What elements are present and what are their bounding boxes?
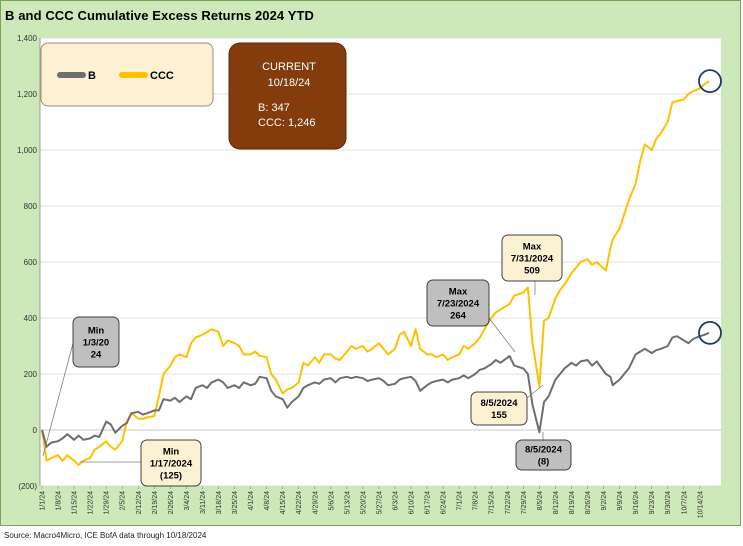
callout-text-ccc-aug: 155 xyxy=(491,410,508,421)
current-box-line-4: CCC: 1,246 xyxy=(258,117,315,129)
x-tick-label: 7/22/24 xyxy=(505,491,512,514)
end-point-circle-ccc xyxy=(698,69,722,94)
x-tick-label: 1/29/24 xyxy=(104,491,111,514)
x-tick-label: 1/1/24 xyxy=(40,491,47,511)
x-tick-label: 3/4/24 xyxy=(184,491,191,511)
callout-text-b-min: 24 xyxy=(91,350,102,361)
callout-box-ccc-min xyxy=(140,439,202,487)
callout-text-b-max: 7/23/2024 xyxy=(437,299,480,310)
legend-label-b: B xyxy=(88,70,96,82)
series-line-ccc xyxy=(41,80,710,466)
x-tick-label: 9/23/24 xyxy=(649,491,656,514)
chart-svg: (200) 0 200 400 600 800 1,000 1,200 1,400 1/1/24 1… xyxy=(17,34,722,518)
x-tick-label: 10/7/24 xyxy=(681,491,688,514)
x-tick-label: 7/15/24 xyxy=(489,491,496,514)
y-tick-label: 800 xyxy=(24,202,38,211)
x-tick-label: 8/12/24 xyxy=(553,491,560,514)
callout-pointer-b-max xyxy=(488,317,516,353)
x-tick-label: 9/9/24 xyxy=(617,491,624,511)
x-tick-label: 4/22/24 xyxy=(296,491,303,514)
x-tick-label: 5/13/24 xyxy=(344,491,351,514)
y-tick-label: 600 xyxy=(24,258,38,267)
x-tick-label: 9/30/24 xyxy=(665,491,672,514)
x-tick-label: 2/5/24 xyxy=(120,491,127,511)
current-box-line-1: CURRENT xyxy=(262,61,316,73)
x-tick-label: 1/15/24 xyxy=(72,491,79,514)
series-line-b xyxy=(41,331,710,448)
callout-text-ccc-min: 1/17/2024 xyxy=(150,459,193,470)
x-tick-label: 9/16/24 xyxy=(633,491,640,514)
callout-text-ccc-max: 7/31/2024 xyxy=(511,254,554,265)
x-tick-label: 5/6/24 xyxy=(328,491,335,511)
callout-text-b-max: Max xyxy=(449,287,468,298)
x-tick-label: 5/27/24 xyxy=(376,491,383,514)
x-tick-label: 2/12/24 xyxy=(136,491,143,514)
end-point-circle-b xyxy=(698,320,722,345)
callout-box-b-max xyxy=(426,279,490,327)
x-tick-label: 4/29/24 xyxy=(312,491,319,514)
y-tick-label: 400 xyxy=(24,314,38,323)
callout-box-b-min xyxy=(72,316,120,368)
callout-text-b-aug: (8) xyxy=(538,457,550,468)
y-tick-label: 1,000 xyxy=(17,146,38,155)
x-tick-label: 7/1/24 xyxy=(457,491,464,511)
callout-text-ccc-min: (125) xyxy=(160,471,182,482)
x-tick-label: 3/18/24 xyxy=(216,491,223,514)
x-tick-label: 7/8/24 xyxy=(473,491,480,511)
x-tick-label: 1/8/24 xyxy=(56,491,63,511)
x-tick-label: 6/17/24 xyxy=(425,491,432,514)
current-box-line-2: 10/18/24 xyxy=(268,77,311,89)
x-tick-label: 9/2/24 xyxy=(601,491,608,511)
x-tick-label: 4/15/24 xyxy=(280,491,287,514)
legend-label-ccc: CCC xyxy=(150,70,174,82)
y-tick-label: 0 xyxy=(33,426,38,435)
x-tick-label: 4/8/24 xyxy=(264,491,271,511)
x-tick-label: 8/26/24 xyxy=(585,491,592,514)
callout-pointer-ccc-aug xyxy=(526,384,544,399)
y-tick-label: (200) xyxy=(18,482,37,491)
callout-box-ccc-aug xyxy=(470,391,528,426)
x-tick-label: 6/3/24 xyxy=(392,491,399,511)
x-tick-label: 3/11/24 xyxy=(200,491,207,514)
x-tick-label: 7/29/24 xyxy=(521,491,528,514)
x-tick-label: 8/19/24 xyxy=(569,491,576,514)
x-tick-label: 10/14/24 xyxy=(697,491,704,518)
callout-text-b-aug: 8/5/2024 xyxy=(525,445,563,456)
current-box xyxy=(228,42,347,150)
callout-text-b-min: Min xyxy=(88,326,105,337)
y-tick-label: 200 xyxy=(24,370,38,379)
callout-text-ccc-max: Max xyxy=(523,242,542,253)
x-tick-label: 2/19/24 xyxy=(152,491,159,514)
callout-text-ccc-aug: 8/5/2024 xyxy=(481,398,519,409)
x-tick-label: 3/25/24 xyxy=(232,491,239,514)
x-tick-label: 6/24/24 xyxy=(441,491,448,514)
callout-text-b-max: 264 xyxy=(450,311,467,322)
callout-text-b-min: 1/3/20 xyxy=(83,338,109,349)
callout-box-ccc-max xyxy=(501,234,563,282)
y-tick-label: 1,400 xyxy=(17,34,38,43)
x-tick-label: 4/1/24 xyxy=(248,491,255,511)
callout-box-b-aug xyxy=(515,439,572,471)
callout-text-ccc-max: 509 xyxy=(524,266,540,277)
x-tick-label: 5/20/24 xyxy=(360,491,367,514)
x-tick-label: 2/26/24 xyxy=(168,491,175,514)
callout-text-ccc-min: Min xyxy=(163,447,180,458)
x-tick-label: 6/10/24 xyxy=(409,491,416,514)
x-tick-label: 8/5/24 xyxy=(537,491,544,511)
y-tick-label: 1,200 xyxy=(17,90,38,99)
x-tick-label: 1/22/24 xyxy=(88,491,95,514)
current-box-line-3: B: 347 xyxy=(258,102,290,114)
chart-title: B and CCC Cumulative Excess Returns 2024… xyxy=(5,8,315,23)
source-note: Source: Macro4Micro, ICE BofA data throu… xyxy=(4,531,207,540)
